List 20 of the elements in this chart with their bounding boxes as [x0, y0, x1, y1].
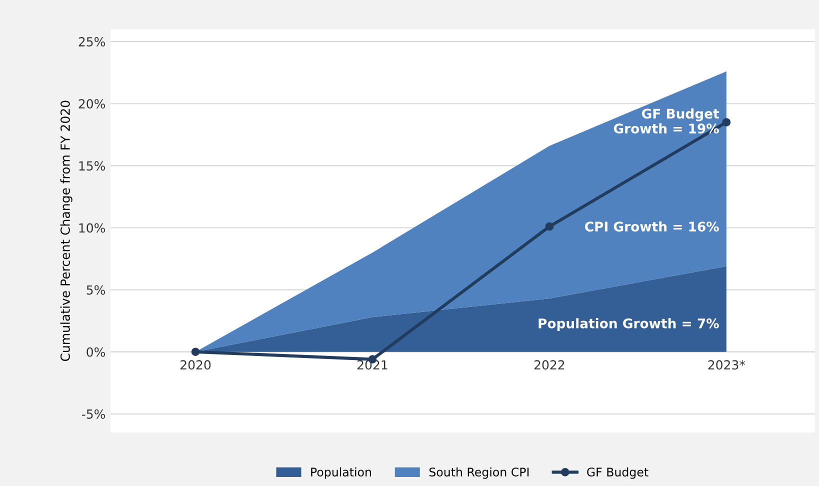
y-tick-label: 20%: [78, 99, 106, 109]
legend-label: GF Budget: [587, 467, 648, 479]
x-tick-label: 2020: [180, 360, 211, 370]
annotation: Population Growth = 7%: [538, 318, 719, 331]
x-tick-label: 2023*: [708, 360, 746, 370]
y-tick-label: 0%: [86, 347, 106, 357]
legend-label: Population: [311, 467, 371, 479]
y-tick-label: 25%: [78, 37, 106, 46]
annotation: GF Budget Growth = 19%: [614, 108, 720, 134]
y-axis-title: Cumulative Percent Change from FY 2020: [60, 100, 72, 362]
x-tick-label: 2022: [534, 360, 564, 370]
point: [191, 348, 200, 356]
point: [545, 222, 554, 231]
y-tick-label: 15%: [79, 161, 106, 171]
y-tick-label: 10%: [79, 223, 106, 233]
y-tick-label: 5%: [86, 285, 106, 295]
point: [722, 118, 731, 126]
y-tick-label: -5%: [82, 409, 106, 419]
legend-label: South Region CPI: [429, 467, 529, 479]
annotation: CPI Growth = 16%: [585, 221, 719, 232]
